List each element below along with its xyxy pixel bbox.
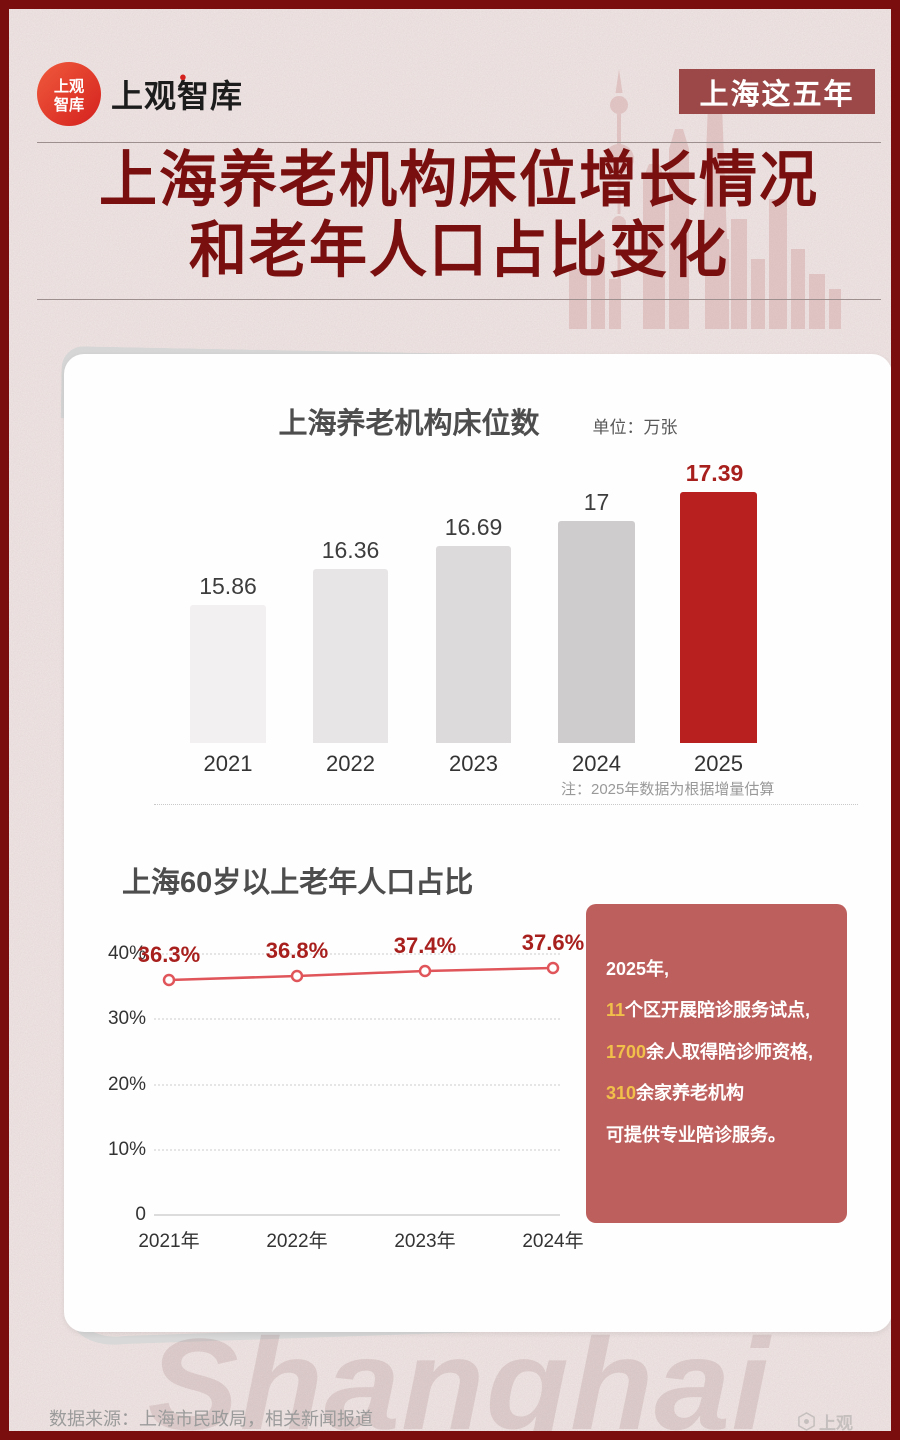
svg-text:20%: 20% bbox=[108, 1074, 146, 1095]
svg-text:37.6%: 37.6% bbox=[522, 930, 584, 955]
svg-text:0: 0 bbox=[135, 1204, 146, 1225]
svg-text:上观: 上观 bbox=[54, 79, 84, 96]
svg-text:36.8%: 36.8% bbox=[266, 938, 328, 963]
svg-text:10%: 10% bbox=[108, 1139, 146, 1160]
svg-text:2021年: 2021年 bbox=[138, 1230, 199, 1252]
svg-text:智库: 智库 bbox=[54, 96, 84, 114]
svg-text:36.3%: 36.3% bbox=[138, 942, 200, 967]
svg-text:2022年: 2022年 bbox=[266, 1230, 327, 1252]
svg-text:37.4%: 37.4% bbox=[394, 933, 456, 958]
svg-text:2023年: 2023年 bbox=[394, 1230, 455, 1252]
svg-text:30%: 30% bbox=[108, 1008, 146, 1029]
svg-text:2024年: 2024年 bbox=[522, 1230, 583, 1252]
